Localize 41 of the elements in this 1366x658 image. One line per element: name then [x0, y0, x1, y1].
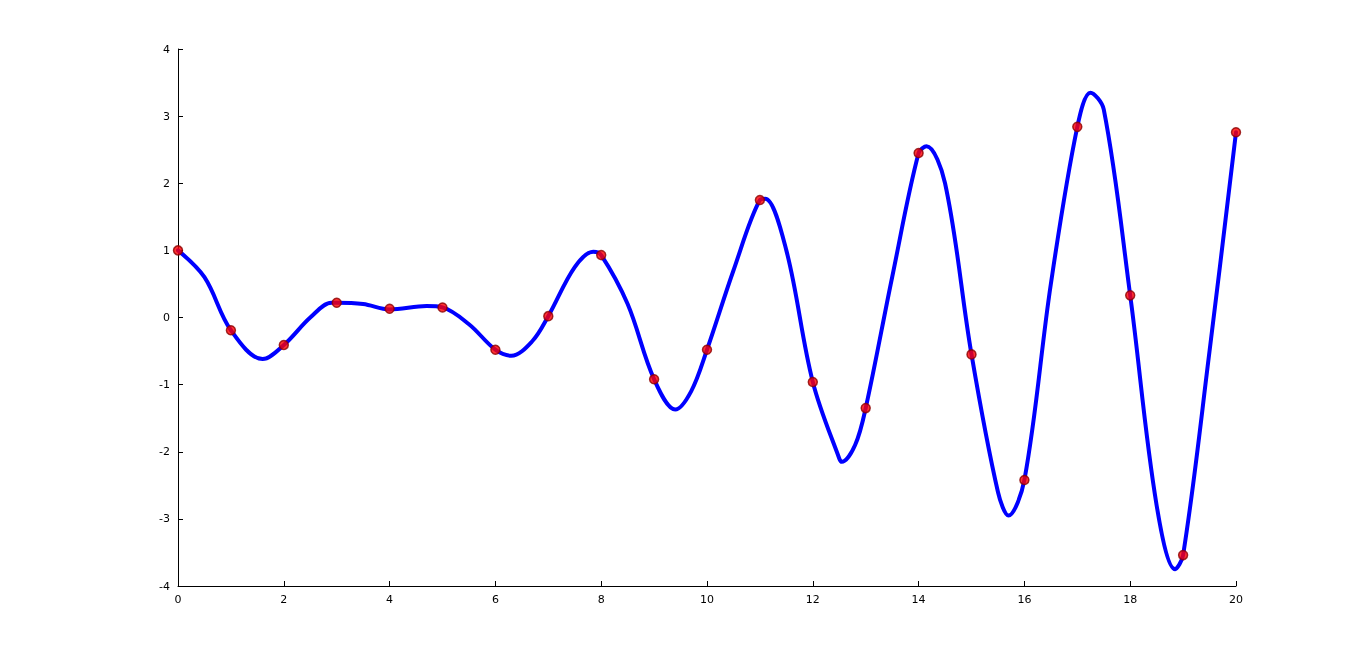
x-tick-label: 10	[700, 593, 714, 606]
y-tick-label: -1	[159, 378, 170, 392]
point	[278, 339, 290, 351]
point	[490, 344, 501, 355]
y-tick-label: 3	[163, 109, 170, 123]
y-tick-label: 4	[163, 42, 170, 56]
point	[966, 349, 977, 360]
point	[1124, 290, 1136, 301]
y-tick-label: -2	[159, 445, 170, 459]
x-tick-label: 0	[174, 593, 182, 606]
x-tick-label: 14	[911, 593, 926, 606]
point	[701, 344, 713, 355]
x-tick-label: 6	[491, 593, 499, 606]
point	[754, 194, 766, 206]
point	[1230, 126, 1242, 138]
point	[543, 310, 554, 322]
y-tick-label: 2	[163, 176, 170, 190]
x-tick-label: 2	[280, 593, 288, 606]
y-tick-label: 0	[163, 311, 170, 324]
point	[913, 147, 924, 159]
y-tick-label: -4	[159, 579, 170, 593]
point	[384, 303, 395, 315]
point	[172, 245, 184, 256]
y-tick-label: -3	[159, 512, 170, 526]
point	[595, 249, 607, 261]
x-tick-label: 8	[597, 593, 605, 606]
x-tick-label: 16	[1017, 593, 1032, 606]
x-tick-label: 4	[386, 593, 394, 606]
point	[1072, 121, 1083, 133]
point	[1019, 474, 1030, 486]
x-tick-label: 12	[805, 593, 820, 606]
point	[225, 325, 237, 336]
point	[860, 402, 871, 414]
x-tick-label: 18	[1123, 593, 1138, 606]
point	[331, 297, 342, 308]
point	[1177, 549, 1189, 561]
point	[648, 374, 660, 385]
point	[807, 376, 819, 388]
x-tick-label: 20	[1229, 593, 1243, 606]
y-tick-label: 1	[163, 243, 170, 257]
point	[437, 302, 448, 313]
